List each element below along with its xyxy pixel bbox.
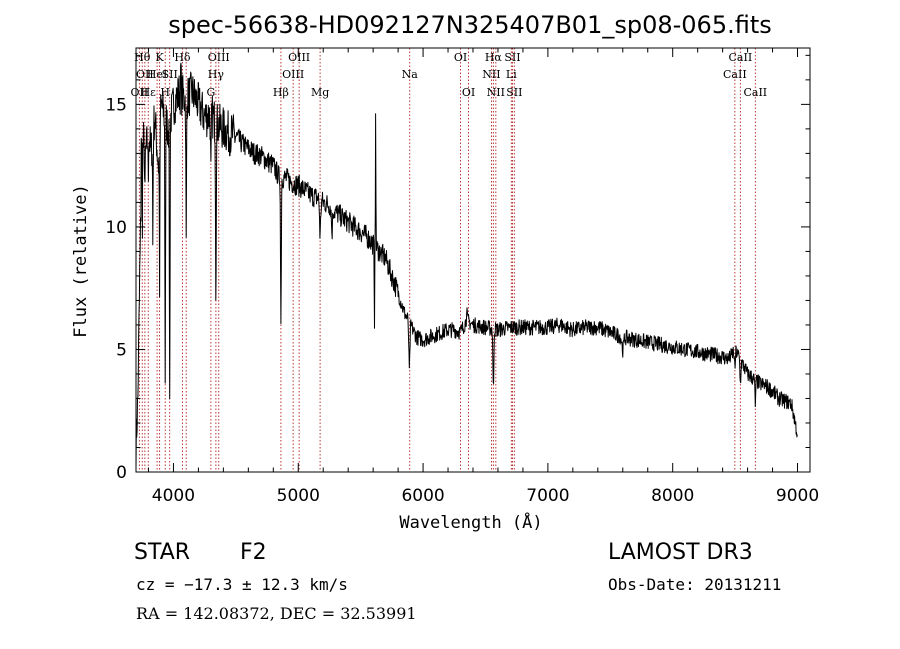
line-label: CaII [743,86,767,99]
line-label: OIII [282,68,304,81]
observation-date: Obs-Date: 20131211 [608,575,782,594]
line-label: SII [162,68,178,81]
line-label: SII [506,86,522,99]
line-label: SII [504,51,520,64]
x-tick-label: 9000 [776,486,819,506]
plot-axes: 4000 5000 6000 7000 8000 9000 0 5 10 15 [105,47,819,506]
chart-title: spec-56638-HD092127N325407B01_sp08-065.f… [168,11,772,39]
line-label: Hθ [134,51,151,64]
line-label: Na [402,68,419,81]
plot-frame [135,47,811,473]
object-subclass: F2 [240,540,267,565]
line-label: OIII [288,51,310,64]
line-label: NII [482,68,500,81]
spectrum-series [135,62,798,470]
x-axis-label: Wavelength (Å) [399,511,542,533]
y-axis-label: Flux (relative) [71,184,91,338]
survey-name: LAMOST DR3 [608,540,753,565]
line-label: H [160,86,170,99]
spectral-line-markers [138,48,756,472]
line-label: G [206,86,215,99]
object-class: STAR [134,540,191,565]
line-label: Li [506,68,517,81]
spectrum-line [135,62,798,470]
redshift-value: cz = −17.3 ± 12.3 km/s [136,575,348,594]
line-label: CaII [729,51,753,64]
x-tick-label: 8000 [651,486,694,506]
spectral-line-labels: OIIHθOIIHεHeIKHSIIHδGHγOIIIHβOIIIOIIIMgN… [131,51,768,99]
line-label: CaII [723,68,747,81]
line-label: OII [136,68,154,81]
x-tick-label: 6000 [401,486,444,506]
line-label: OI [454,51,467,64]
line-label: Hε [141,86,157,99]
coordinates: RA = 142.08372, DEC = 32.53991 [136,604,417,623]
line-label: OI [462,86,475,99]
x-tick-label: 7000 [526,486,569,506]
y-tick-label: 10 [105,218,127,238]
line-label: OIII [208,51,230,64]
line-label: Hδ [174,51,191,64]
line-label: Hα [485,51,503,64]
x-tick-label: 5000 [277,486,320,506]
line-label: Hβ [273,86,289,99]
y-tick-label: 15 [105,95,127,115]
line-label: HeI [147,68,167,81]
x-tick-label: 4000 [152,486,195,506]
y-tick-label: 5 [116,340,127,360]
line-label: Mg [311,86,329,99]
line-label: Hγ [208,68,225,81]
line-label: K [155,51,164,64]
y-tick-label: 0 [116,463,127,483]
line-label: NII [487,86,505,99]
line-label: OII [131,86,149,99]
